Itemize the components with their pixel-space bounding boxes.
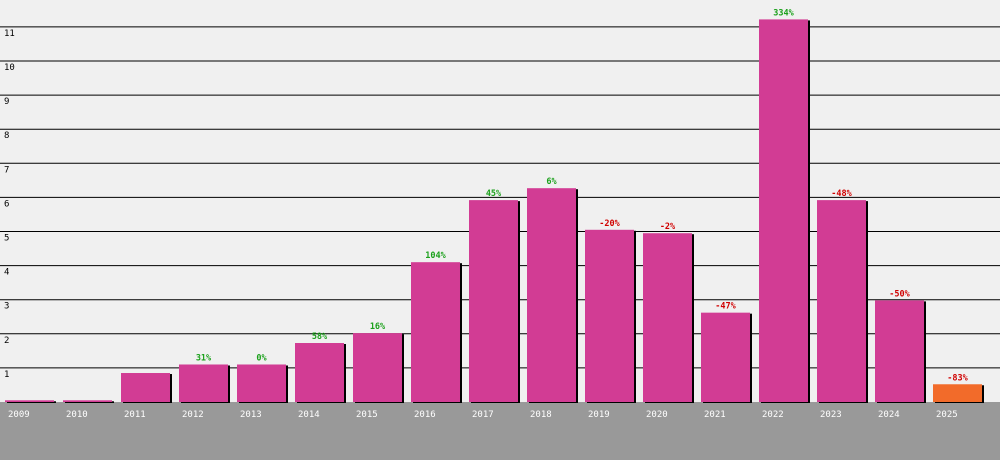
change-label: -20% [599, 219, 620, 229]
change-label: 104% [425, 251, 446, 261]
change-label: 31% [196, 353, 212, 363]
x-tick-label: 2017 [472, 410, 494, 420]
bar-2021 [701, 312, 750, 402]
x-tick-label: 2012 [182, 410, 204, 420]
x-tick-label: 2024 [878, 410, 900, 420]
bar-2016 [411, 262, 460, 402]
y-tick-label: 6 [4, 199, 9, 209]
y-axis-ticks: 1 2 3 4 5 6 7 8 9 10 11 [4, 29, 15, 380]
y-tick-label: 3 [4, 302, 9, 312]
x-tick-label: 2014 [298, 410, 320, 420]
bar-2014 [295, 343, 344, 402]
bar-2025 [933, 384, 982, 402]
bar-2010 [63, 400, 112, 402]
change-label: 334% [773, 8, 794, 18]
change-label: -48% [831, 189, 852, 199]
bar-2023 [817, 200, 866, 402]
y-tick-label: 10 [4, 63, 15, 73]
change-label: 58% [312, 332, 328, 342]
bar-2013 [237, 364, 286, 402]
y-tick-label: 7 [4, 165, 9, 175]
change-label: 0% [256, 353, 267, 363]
x-tick-label: 2019 [588, 410, 610, 420]
change-label: 45% [486, 189, 502, 199]
x-tick-label: 2018 [530, 410, 552, 420]
change-label: -47% [715, 302, 736, 312]
x-tick-label: 2016 [414, 410, 436, 420]
bar-2022 [759, 19, 808, 402]
y-tick-label: 8 [4, 131, 9, 141]
x-tick-label: 2020 [646, 410, 668, 420]
bar-2019 [585, 229, 634, 402]
y-tick-label: 2 [4, 336, 9, 346]
bar-2012 [179, 364, 228, 402]
bar-2017 [469, 200, 518, 402]
x-tick-label: 2010 [66, 410, 88, 420]
y-tick-label: 5 [4, 234, 9, 244]
x-tick-label: 2022 [762, 410, 784, 420]
y-tick-label: 9 [4, 97, 9, 107]
bar-shadow [7, 401, 56, 403]
x-tick-label: 2009 [8, 410, 30, 420]
x-tick-label: 2025 [936, 410, 958, 420]
bar-2024 [875, 300, 924, 402]
x-tick-label: 2011 [124, 410, 146, 420]
bar-shadow [65, 401, 114, 403]
x-tick-label: 2013 [240, 410, 262, 420]
y-tick-label: 11 [4, 29, 15, 39]
change-label: 6% [546, 177, 557, 187]
x-tick-label: 2021 [704, 410, 726, 420]
change-label: 16% [370, 322, 386, 332]
x-axis-ticks: 2009 2010 2011 2012 2013 2014 2015 2016 2017 2018… [8, 410, 958, 420]
bar-2011 [121, 373, 170, 402]
bar-2015 [353, 333, 402, 402]
bars [5, 19, 984, 403]
x-tick-label: 2015 [356, 410, 378, 420]
change-labels: 31% 0% 58% 16% 104% 45% 6% -20% -2% -47% 334% -48% -… [196, 8, 969, 383]
x-tick-label: 2023 [820, 410, 842, 420]
y-tick-label: 4 [4, 268, 9, 278]
change-label: -2% [660, 222, 676, 232]
bar-2009 [5, 400, 54, 402]
y-tick-label: 1 [4, 370, 9, 380]
bar-2020 [643, 233, 692, 402]
x-axis-band [0, 402, 1000, 460]
bar-2018 [527, 188, 576, 402]
change-label: -50% [889, 289, 910, 299]
change-label: -83% [947, 373, 968, 383]
